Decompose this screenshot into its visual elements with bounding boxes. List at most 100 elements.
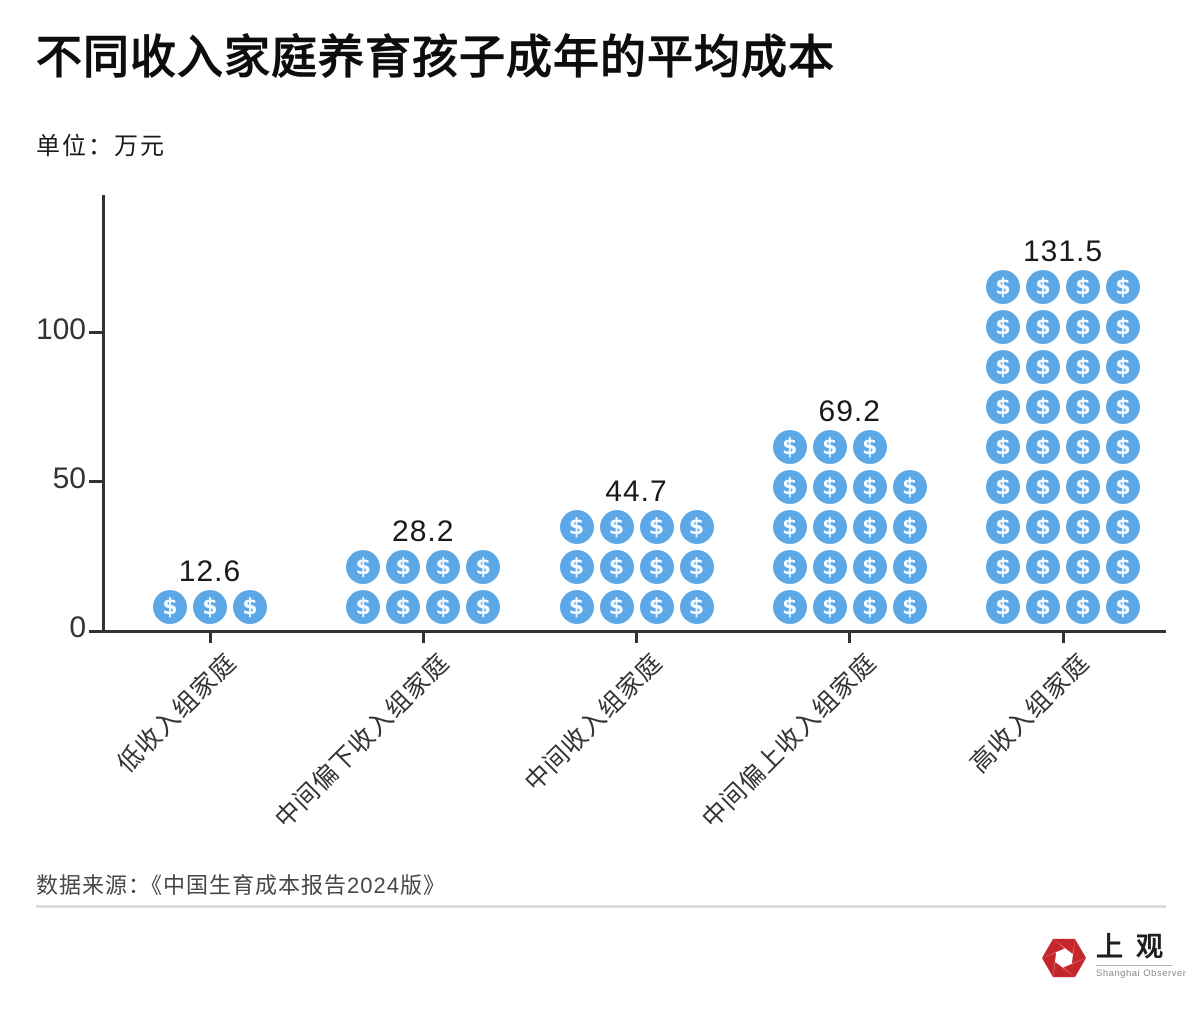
dollar-coin-icon: $ <box>1026 510 1060 544</box>
dollar-coin-icon: $ <box>1066 430 1100 464</box>
dollar-coin-icon: $ <box>852 590 887 624</box>
dollar-coin-icon: $ <box>679 510 714 544</box>
dollar-coin-icon: $ <box>639 590 674 624</box>
dollar-coin-icon: $ <box>986 270 1020 304</box>
dollar-coin-icon: $ <box>1106 590 1140 624</box>
footer-divider <box>36 905 1166 908</box>
dollar-coin-icon: $ <box>1066 470 1100 504</box>
dollar-coin-icon: $ <box>1026 470 1060 504</box>
value-label: 131.5 <box>1022 235 1104 268</box>
dollar-coin-icon: $ <box>679 590 714 624</box>
x-axis-tick-mark <box>208 633 212 643</box>
logo-divider <box>1096 964 1172 966</box>
dollar-coin-icon: $ <box>852 430 887 464</box>
dollar-coin-icon: $ <box>233 590 267 624</box>
category-label: 中间偏上收入组家庭 <box>696 648 882 834</box>
x-axis-tick-mark <box>421 633 425 643</box>
value-label: 28.2 <box>392 515 455 548</box>
source-note: 数据来源：《中国生育成本报告2024版》 <box>36 873 446 898</box>
dollar-coin-icon: $ <box>559 550 594 584</box>
dollar-coin-icon: $ <box>466 590 501 624</box>
dollar-coin-icon: $ <box>1066 350 1100 384</box>
dollar-coin-icon: $ <box>1106 310 1140 344</box>
dollar-coin-icon: $ <box>772 510 807 544</box>
dollar-coin-icon: $ <box>986 430 1020 464</box>
dollar-coin-icon: $ <box>986 390 1020 424</box>
dollar-coin-icon: $ <box>679 550 714 584</box>
dollar-coin-icon: $ <box>1066 590 1100 624</box>
dollar-coin-icon: $ <box>153 590 187 624</box>
category-label: 低收入组家庭 <box>111 648 243 779</box>
value-label: 69.2 <box>818 395 881 428</box>
dollar-coin-icon: $ <box>1066 270 1100 304</box>
dollar-coin-icon: $ <box>852 510 887 544</box>
dollar-coin-icon: $ <box>1066 550 1100 584</box>
aperture-icon <box>1040 933 1088 988</box>
x-axis-line <box>102 630 1166 633</box>
dollar-coin-icon: $ <box>986 590 1020 624</box>
dollar-coin-icon: $ <box>1026 590 1060 624</box>
chart-title: 不同收入家庭养育孩子成年的平均成本 <box>36 31 835 83</box>
dollar-coin-icon: $ <box>772 470 807 504</box>
dollar-coin-icon: $ <box>1066 310 1100 344</box>
dollar-coin-icon: $ <box>1106 550 1140 584</box>
category-label: 中间收入组家庭 <box>520 648 669 797</box>
y-axis-tick-label: 100 <box>35 313 86 346</box>
dollar-coin-icon: $ <box>1026 350 1060 384</box>
dollar-coin-icon: $ <box>1106 390 1140 424</box>
dollar-coin-icon: $ <box>772 430 807 464</box>
x-axis-tick-mark <box>1061 633 1065 643</box>
dollar-coin-icon: $ <box>466 550 501 584</box>
dollar-coin-icon: $ <box>852 550 887 584</box>
dollar-coin-icon: $ <box>1066 510 1100 544</box>
dollar-coin-icon: $ <box>892 510 927 544</box>
dollar-coin-icon: $ <box>812 550 847 584</box>
dollar-coin-icon: $ <box>639 550 674 584</box>
dollar-coin-icon: $ <box>193 590 227 624</box>
dollar-coin-icon: $ <box>639 510 674 544</box>
dollar-coin-icon: $ <box>346 590 381 624</box>
dollar-coin-icon: $ <box>1026 550 1060 584</box>
category-label: 高收入组家庭 <box>964 648 1096 779</box>
dollar-coin-icon: $ <box>892 550 927 584</box>
dollar-coin-icon: $ <box>559 510 594 544</box>
dollar-coin-icon: $ <box>426 590 461 624</box>
y-axis-line <box>102 195 105 633</box>
x-axis-tick-mark <box>635 633 638 643</box>
value-label: 44.7 <box>605 475 668 508</box>
dollar-coin-icon: $ <box>386 550 421 584</box>
dollar-coin-icon: $ <box>1106 470 1140 504</box>
dollar-coin-icon: $ <box>892 590 927 624</box>
dollar-coin-icon: $ <box>1106 270 1140 304</box>
shanghai-observer-logo: 上观 Shanghai Observer <box>1040 933 1186 988</box>
y-axis-tick-label: 0 <box>69 611 86 644</box>
dollar-coin-icon: $ <box>812 510 847 544</box>
dollar-coin-icon: $ <box>1106 430 1140 464</box>
dollar-coin-icon: $ <box>1066 390 1100 424</box>
dollar-coin-icon: $ <box>426 550 461 584</box>
dollar-coin-icon: $ <box>559 590 594 624</box>
dollar-coin-icon: $ <box>386 590 421 624</box>
dollar-coin-icon: $ <box>986 310 1020 344</box>
dollar-coin-icon: $ <box>986 470 1020 504</box>
dollar-coin-icon: $ <box>1106 510 1140 544</box>
y-axis-tick-mark <box>89 331 102 334</box>
y-axis-tick-mark <box>89 480 102 483</box>
value-label: 12.6 <box>178 555 242 588</box>
dollar-coin-icon: $ <box>599 550 634 584</box>
dollar-coin-icon: $ <box>599 590 634 624</box>
dollar-coin-icon: $ <box>1106 350 1140 384</box>
logo-english-text: Shanghai Observer <box>1096 967 1187 979</box>
y-axis-tick-mark <box>89 630 102 633</box>
dollar-coin-icon: $ <box>772 590 807 624</box>
dollar-coin-icon: $ <box>892 470 927 504</box>
category-label: 中间偏下收入组家庭 <box>270 648 456 834</box>
dollar-coin-icon: $ <box>1026 390 1060 424</box>
dollar-coin-icon: $ <box>599 510 634 544</box>
dollar-coin-icon: $ <box>986 550 1020 584</box>
logo-chinese-text: 上观 <box>1096 932 1176 963</box>
dollar-coin-icon: $ <box>1026 430 1060 464</box>
dollar-coin-icon: $ <box>986 510 1020 544</box>
dollar-coin-icon: $ <box>812 430 847 464</box>
